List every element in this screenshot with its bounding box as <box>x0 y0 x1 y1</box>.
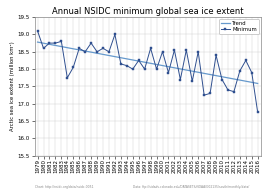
Minimum <box>256 111 259 114</box>
Trend <box>244 80 247 82</box>
Minimum <box>191 80 194 82</box>
Minimum <box>185 49 188 51</box>
Trend <box>238 79 242 81</box>
Minimum <box>214 54 218 56</box>
Minimum <box>89 42 93 44</box>
Trend <box>173 67 176 69</box>
Minimum <box>202 94 206 96</box>
Legend: Trend, Minimum: Trend, Minimum <box>218 19 259 34</box>
Trend <box>84 50 87 52</box>
Trend <box>197 71 200 73</box>
Minimum <box>78 47 81 49</box>
Trend <box>54 44 57 47</box>
Minimum <box>167 71 170 74</box>
Minimum <box>232 90 235 93</box>
Trend <box>72 48 75 50</box>
Trend <box>78 49 81 51</box>
Trend <box>185 69 188 71</box>
Minimum <box>36 30 39 32</box>
Minimum <box>107 51 111 53</box>
Minimum <box>95 51 99 53</box>
Trend <box>179 68 182 70</box>
Trend <box>89 51 93 53</box>
Minimum <box>131 68 134 70</box>
Trend <box>101 53 105 55</box>
Minimum <box>250 71 253 74</box>
Minimum <box>173 49 176 51</box>
Line: Trend: Trend <box>38 42 258 83</box>
Trend <box>221 76 224 78</box>
Minimum <box>226 89 230 91</box>
Minimum <box>42 47 45 49</box>
Trend <box>209 73 212 76</box>
Trend <box>155 63 158 66</box>
Trend <box>191 70 194 72</box>
Trend <box>232 78 235 80</box>
Minimum <box>137 59 140 62</box>
Minimum <box>149 47 152 49</box>
Y-axis label: Arctic sea ice extent (million km²): Arctic sea ice extent (million km²) <box>10 42 15 131</box>
Minimum <box>48 42 51 44</box>
Minimum <box>221 78 224 81</box>
Trend <box>214 74 218 77</box>
Minimum <box>143 68 146 70</box>
Minimum <box>238 70 242 72</box>
Trend <box>48 43 51 45</box>
Minimum <box>179 78 182 81</box>
Minimum <box>101 47 105 49</box>
Trend <box>42 42 45 44</box>
Trend <box>161 64 164 67</box>
Trend <box>113 55 117 58</box>
Trend <box>125 58 128 60</box>
Minimum <box>244 59 247 62</box>
Text: Chart: http://nsidc.org/data/nsidc-0051: Chart: http://nsidc.org/data/nsidc-0051 <box>35 185 93 189</box>
Trend <box>36 41 39 43</box>
Trend <box>60 45 63 48</box>
Trend <box>250 81 253 83</box>
Minimum <box>72 66 75 69</box>
Minimum <box>84 51 87 53</box>
Title: Annual NSIDC minimum global sea ice extent: Annual NSIDC minimum global sea ice exte… <box>52 7 243 16</box>
Trend <box>167 66 170 68</box>
Minimum <box>125 65 128 67</box>
Text: Data: ftp://sidads.colorado.edu/DATASETS/NOAA/G02135/south/monthly/data/: Data: ftp://sidads.colorado.edu/DATASETS… <box>133 185 249 189</box>
Minimum <box>113 33 117 36</box>
Trend <box>131 59 134 61</box>
Line: Minimum: Minimum <box>36 30 259 113</box>
Minimum <box>197 51 200 53</box>
Minimum <box>155 68 158 70</box>
Trend <box>137 60 140 62</box>
Trend <box>149 62 152 64</box>
Trend <box>107 54 111 57</box>
Trend <box>119 57 122 59</box>
Trend <box>143 61 146 63</box>
Minimum <box>119 63 122 65</box>
Trend <box>66 47 69 49</box>
Trend <box>226 77 230 79</box>
Minimum <box>54 42 57 44</box>
Trend <box>202 72 206 74</box>
Trend <box>95 52 99 54</box>
Trend <box>256 82 259 85</box>
Minimum <box>60 40 63 43</box>
Minimum <box>209 92 212 95</box>
Minimum <box>66 77 69 79</box>
Minimum <box>161 51 164 53</box>
